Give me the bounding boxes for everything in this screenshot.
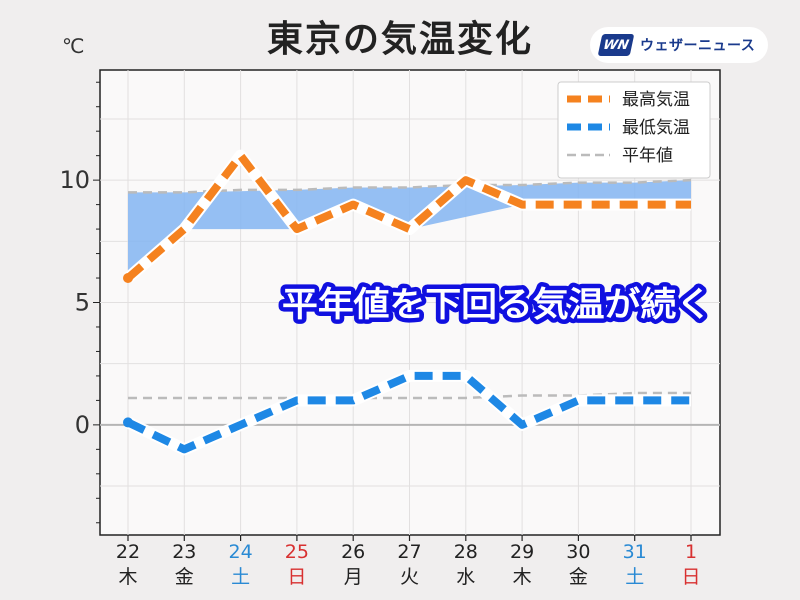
weathernews-logo-text: ウェザーニュース — [640, 38, 756, 54]
series-line-high — [125, 151, 691, 282]
x-tick-label: 31 — [623, 541, 647, 563]
legend-label: 最低気温 — [622, 118, 690, 138]
x-axis: 22 木 23 金 24 土 25 日 26 月 27 火 28 水 29 木 30 金 31 土 1 日 — [116, 535, 701, 588]
x-tick-label: 28 — [454, 541, 478, 563]
chart-title: 東京の気温変化 — [266, 19, 533, 60]
normal-high-line — [128, 178, 692, 194]
x-tick-label: 27 — [397, 541, 421, 563]
y-axis-unit: ℃ — [62, 34, 85, 58]
annotation-text: 平年値を下回る気温が続く — [282, 285, 712, 325]
x-tick-label: 26 — [341, 541, 365, 563]
x-tick-label: 1 — [685, 541, 697, 563]
x-weekday-label: 日 — [681, 566, 700, 588]
x-tick-label: 25 — [285, 541, 309, 563]
legend-label: 平年値 — [622, 146, 673, 166]
x-weekday-label: 日 — [287, 566, 306, 588]
series-line-low — [126, 371, 691, 454]
x-weekday-label: 金 — [175, 566, 194, 588]
legend-label: 最高気温 — [622, 90, 690, 110]
y-tick-label: 0 — [75, 411, 90, 439]
start-point-low — [123, 417, 133, 428]
x-tick-label: 29 — [510, 541, 534, 563]
y-axis: 0 5 10 — [59, 81, 100, 524]
y-tick-label: 5 — [75, 289, 90, 317]
x-tick-label: 22 — [116, 541, 140, 563]
x-weekday-label: 土 — [625, 566, 644, 588]
x-weekday-label: 火 — [400, 566, 419, 588]
start-point-high — [123, 273, 133, 284]
x-weekday-label: 土 — [231, 566, 250, 588]
x-tick-label: 23 — [172, 541, 196, 563]
weathernews-logo: WN ウェザーニュース — [590, 27, 768, 63]
x-tick-label: 30 — [566, 541, 590, 563]
x-tick-label: 24 — [229, 541, 253, 563]
x-weekday-label: 木 — [513, 566, 532, 588]
x-weekday-label: 月 — [344, 566, 363, 588]
x-weekday-label: 水 — [456, 566, 475, 588]
y-tick-label: 10 — [59, 166, 90, 194]
x-weekday-label: 木 — [118, 566, 137, 588]
x-weekday-label: 金 — [569, 566, 588, 588]
series-lines — [123, 149, 692, 456]
